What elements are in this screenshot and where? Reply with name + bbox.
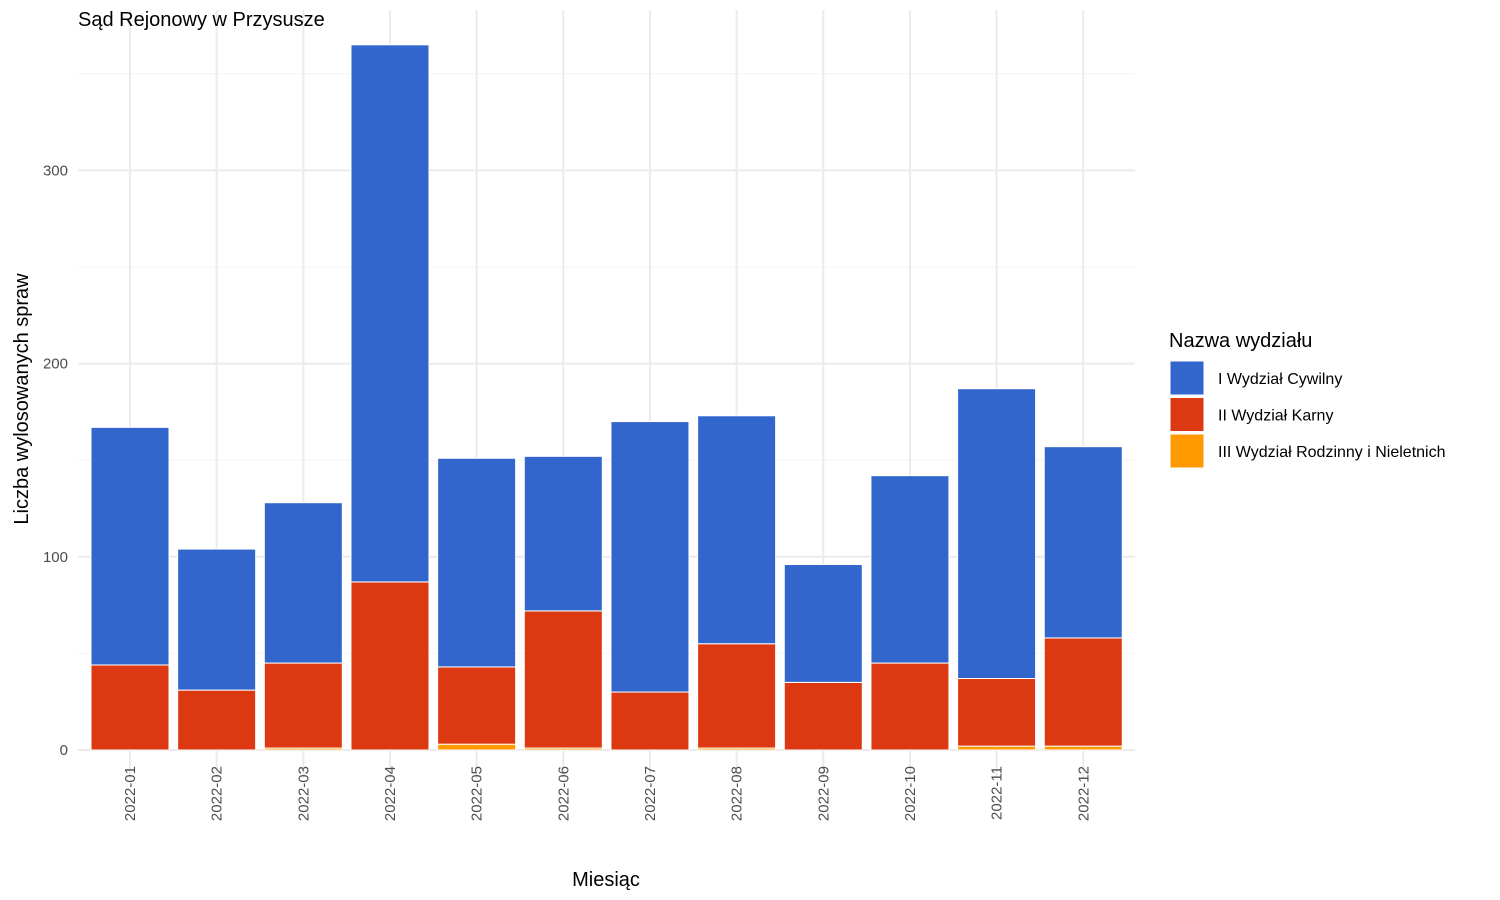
x-tick-label: 2022-12 [1075, 766, 1092, 821]
bar-2022-06-i-wydzial-cywilny [523, 455, 603, 612]
x-tick-label: 2022-05 [469, 766, 486, 821]
legend-key-ii-wydzial-karny [1169, 397, 1205, 432]
bar-2022-12-i-wydzial-cywilny [1043, 446, 1123, 639]
x-tick-label: 2022-10 [902, 766, 919, 821]
bar-2022-02-i-wydzial-cywilny [177, 548, 257, 691]
bars [90, 44, 1123, 751]
bar-2022-09-i-wydzial-cywilny [783, 564, 863, 683]
x-tick-label: 2022-09 [815, 766, 832, 821]
chart-title: Sąd Rejonowy w Przysusze [78, 9, 325, 31]
x-tick-label: 2022-07 [642, 766, 659, 821]
bar-2022-04-i-wydzial-cywilny [350, 44, 430, 583]
bar-2022-10-ii-wydzial-karny [870, 662, 950, 751]
bar-2022-05-i-wydzial-cywilny [437, 457, 517, 668]
legend-title: Nazwa wydziału [1169, 330, 1312, 352]
bar-2022-07-i-wydzial-cywilny [610, 421, 690, 693]
x-tick-label: 2022-08 [729, 766, 746, 821]
bar-2022-01-i-wydzial-cywilny [90, 426, 170, 666]
x-tick-label: 2022-06 [555, 766, 572, 821]
bar-2022-05-iii-wydzial-rodzinny-i-nieletnich [437, 743, 517, 751]
bar-2022-09-ii-wydzial-karny [783, 681, 863, 751]
y-tick-label: 100 [43, 549, 68, 566]
bar-2022-05-ii-wydzial-karny [437, 666, 517, 745]
bar-2022-07-ii-wydzial-karny [610, 691, 690, 751]
bar-2022-12-iii-wydzial-rodzinny-i-nieletnich [1043, 745, 1123, 751]
bar-2022-11-iii-wydzial-rodzinny-i-nieletnich [957, 745, 1037, 751]
legend-label: II Wydział Karny [1218, 408, 1333, 425]
x-tick-labels: 2022-01 2022-02 2022-03 2022-04 2022-05 2022-… [122, 766, 1092, 821]
y-tick-label: 0 [60, 742, 68, 759]
x-tick-label: 2022-02 [209, 766, 226, 821]
legend-key-i-wydzial-cywilny [1169, 360, 1205, 396]
bar-2022-08-ii-wydzial-karny [697, 643, 777, 749]
legend-label: III Wydział Rodzinny i Nieletnich [1218, 444, 1446, 461]
bar-2022-10-i-wydzial-cywilny [870, 475, 950, 664]
legend-items: I Wydział Cywilny II Wydział Karny III Wyd… [1169, 360, 1446, 469]
bar-2022-01-ii-wydzial-karny [90, 664, 170, 751]
bar-2022-02-ii-wydzial-karny [177, 689, 257, 751]
y-tick-label: 300 [43, 162, 68, 179]
y-tick-labels: 0 100 200 300 [43, 162, 68, 759]
bar-2022-03-i-wydzial-cywilny [263, 502, 343, 664]
bar-2022-04-ii-wydzial-karny [350, 581, 430, 751]
bar-2022-08-i-wydzial-cywilny [697, 415, 777, 645]
y-axis-title: Liczba wylosowanych spraw [11, 273, 33, 525]
x-tick-label: 2022-01 [122, 766, 139, 821]
bar-2022-03-ii-wydzial-karny [263, 662, 343, 749]
x-axis-title: Miesiąc [572, 869, 640, 891]
x-tick-label: 2022-04 [382, 766, 399, 821]
legend: Nazwa wydziału I Wydział Cywilny II Wydzi… [1169, 330, 1446, 469]
bar-2022-11-ii-wydzial-karny [957, 678, 1037, 747]
bar-2022-12-ii-wydzial-karny [1043, 637, 1123, 747]
legend-key-iii-wydzial-rodzinny-i-nieletnich [1169, 433, 1205, 469]
y-tick-label: 200 [43, 356, 68, 373]
x-tick-label: 2022-03 [295, 766, 312, 821]
x-tick-label: 2022-11 [989, 766, 1006, 820]
bar-2022-11-i-wydzial-cywilny [957, 388, 1037, 680]
legend-label: I Wydział Cywilny [1218, 371, 1342, 388]
bar-2022-06-ii-wydzial-karny [523, 610, 603, 749]
